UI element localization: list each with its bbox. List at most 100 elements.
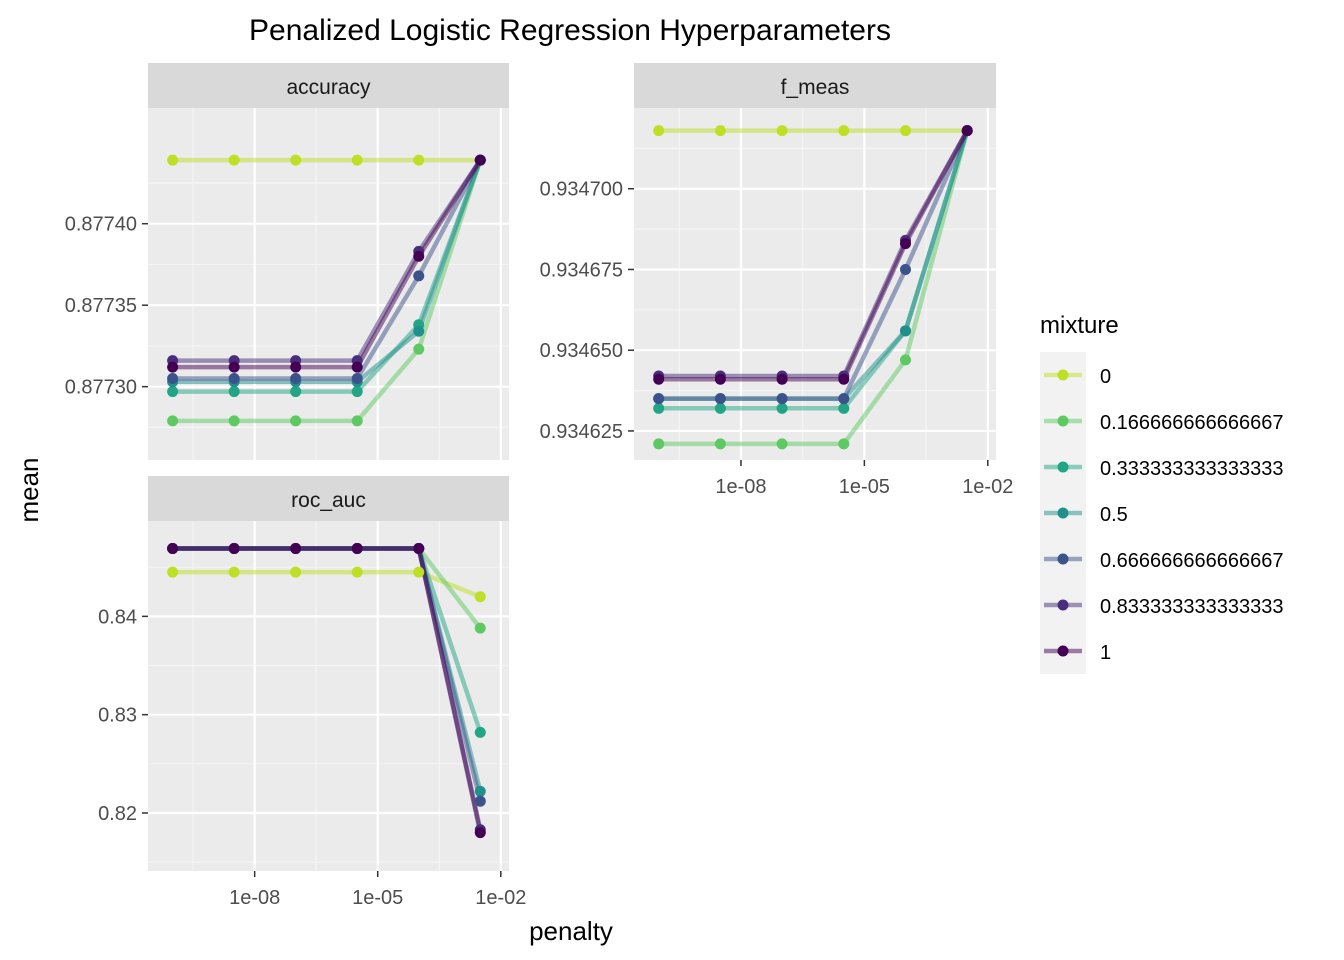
data-point: [474, 795, 486, 807]
data-point: [776, 438, 788, 450]
x-axis-label: penalty: [529, 916, 613, 946]
chart-title: Penalized Logistic Regression Hyperparam…: [249, 14, 891, 47]
data-point: [413, 154, 425, 166]
facet-strip-label: roc_auc: [291, 489, 366, 512]
data-point: [167, 566, 179, 578]
y-tick-label: 0.87730: [65, 377, 137, 399]
data-point: [653, 373, 665, 385]
data-point: [290, 154, 302, 166]
data-point: [351, 415, 363, 427]
data-point: [228, 543, 240, 555]
data-point: [776, 402, 788, 414]
data-point: [413, 325, 425, 337]
y-axis-label: mean: [14, 457, 44, 522]
y-tick-label: 0.84: [98, 606, 137, 628]
data-point: [838, 393, 850, 405]
facet-panel-accuracy: accuracy 0.87730 0.87735 0.87740: [65, 63, 509, 460]
series-line: [170, 157, 483, 381]
data-point: [413, 250, 425, 262]
data-point: [228, 386, 240, 398]
data-point: [351, 373, 363, 385]
data-point: [351, 154, 363, 166]
data-point: [351, 543, 363, 555]
facet-strip: [148, 476, 509, 521]
data-point: [653, 125, 665, 137]
data-point: [413, 270, 425, 282]
facet-strip-label: accuracy: [286, 76, 371, 99]
legend-key-point: [1057, 461, 1069, 473]
data-point: [351, 386, 363, 398]
data-point: [167, 373, 179, 385]
data-point: [776, 373, 788, 385]
data-point: [776, 125, 788, 137]
y-tick-label: 0.87735: [65, 295, 137, 317]
x-tick-label: 1e-08: [715, 476, 766, 498]
x-tick-label: 1e-05: [839, 476, 890, 498]
data-point: [413, 566, 425, 578]
data-point: [228, 361, 240, 373]
data-point: [351, 361, 363, 373]
y-tick-label: 0.934675: [540, 259, 623, 281]
data-point: [167, 361, 179, 373]
series-line: [656, 128, 970, 382]
data-point: [714, 373, 726, 385]
facet-panel-roc_auc: roc_auc 0.82 0.83 0.84 1e-08 1e-05 1e-02: [98, 476, 526, 909]
y-tick-label: 0.87740: [65, 214, 137, 236]
legend-key-point: [1057, 599, 1069, 611]
y-tick-label: 0.934650: [540, 340, 623, 362]
data-point: [290, 373, 302, 385]
data-point: [714, 125, 726, 137]
legend-entry-label: 0.333333333333333: [1100, 458, 1284, 480]
data-point: [290, 361, 302, 373]
data-point: [838, 402, 850, 414]
y-tick-label: 0.934625: [540, 421, 623, 443]
data-point: [653, 438, 665, 450]
series-line: [170, 546, 483, 835]
legend-key-point: [1057, 507, 1069, 519]
x-tick-label: 1e-05: [352, 887, 403, 909]
data-point: [838, 125, 850, 137]
data-point: [776, 393, 788, 405]
data-point: [228, 415, 240, 427]
data-point: [290, 543, 302, 555]
data-point: [167, 543, 179, 555]
legend-key-point: [1057, 553, 1069, 565]
data-point: [413, 343, 425, 355]
facet-strip: [148, 63, 509, 108]
data-point: [838, 438, 850, 450]
data-point: [228, 373, 240, 385]
data-point: [474, 154, 486, 166]
x-tick-label: 1e-02: [962, 476, 1013, 498]
data-point: [900, 325, 911, 337]
data-point: [351, 566, 363, 578]
data-point: [961, 125, 973, 137]
panels-layer: accuracy 0.87730 0.87735 0.87740 f_meas 0.934…: [65, 63, 1013, 909]
series-line: [170, 157, 483, 385]
data-point: [167, 386, 179, 398]
data-point: [290, 386, 302, 398]
data-point: [228, 154, 240, 166]
data-point: [900, 354, 911, 366]
panel-background: [634, 108, 996, 460]
legend-title: mixture: [1040, 312, 1119, 339]
legend-entry-label: 0.5: [1100, 504, 1128, 526]
legend-entry-label: 0.666666666666667: [1100, 550, 1284, 572]
data-point: [714, 438, 726, 450]
series-line: [170, 157, 483, 424]
panel-background: [148, 108, 509, 460]
legend-key-point: [1057, 369, 1069, 381]
data-point: [714, 402, 726, 414]
legend-entry-label: 1: [1100, 642, 1111, 664]
facet-strip: [634, 63, 996, 108]
data-point: [167, 415, 179, 427]
facet-panel-f_meas: f_meas 0.934625 0.934650 0.934675 0.934700 1e…: [540, 63, 1013, 498]
y-tick-label: 0.934700: [540, 179, 623, 201]
y-tick-label: 0.82: [98, 803, 137, 825]
data-point: [228, 566, 240, 578]
legend: mixture 0 0.166666666666667 0.3333333333333…: [1040, 312, 1284, 674]
data-point: [290, 415, 302, 427]
data-point: [167, 154, 179, 166]
data-point: [900, 125, 911, 137]
data-point: [413, 543, 425, 555]
